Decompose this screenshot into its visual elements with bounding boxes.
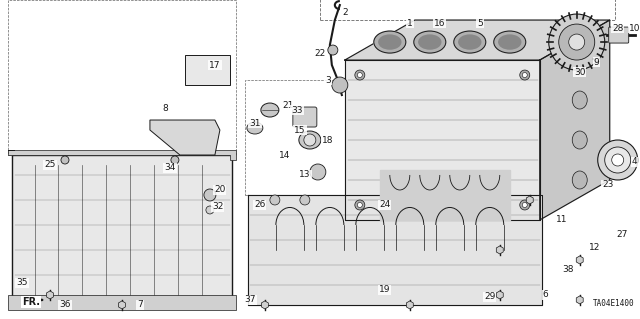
Text: 20: 20: [214, 185, 225, 195]
Text: 6: 6: [543, 290, 548, 300]
Circle shape: [204, 189, 216, 201]
Circle shape: [270, 195, 280, 205]
Circle shape: [612, 154, 624, 166]
Polygon shape: [540, 20, 610, 220]
Text: 33: 33: [291, 106, 303, 115]
Text: 34: 34: [164, 164, 175, 173]
Circle shape: [61, 156, 69, 164]
Text: 2: 2: [342, 8, 348, 17]
Circle shape: [569, 34, 585, 50]
Circle shape: [300, 195, 310, 205]
Circle shape: [522, 72, 527, 78]
Text: 28: 28: [612, 24, 623, 33]
Circle shape: [520, 70, 530, 80]
Text: 11: 11: [556, 215, 568, 225]
Ellipse shape: [374, 31, 406, 53]
Polygon shape: [248, 195, 541, 305]
Circle shape: [310, 164, 326, 180]
Text: 27: 27: [616, 230, 627, 240]
Ellipse shape: [247, 122, 263, 134]
Circle shape: [206, 206, 214, 214]
Text: 7: 7: [137, 300, 143, 309]
Polygon shape: [345, 60, 540, 220]
Text: 38: 38: [562, 265, 573, 274]
Circle shape: [520, 200, 530, 210]
Text: 14: 14: [279, 151, 291, 160]
Text: 19: 19: [379, 286, 390, 294]
Circle shape: [357, 72, 362, 78]
Text: 1: 1: [407, 19, 413, 27]
Text: 29: 29: [484, 293, 495, 301]
Text: 9: 9: [594, 57, 600, 67]
Circle shape: [605, 147, 630, 173]
Text: TA04E1400: TA04E1400: [593, 299, 635, 308]
Text: 25: 25: [44, 160, 56, 169]
Ellipse shape: [261, 103, 279, 117]
Ellipse shape: [379, 35, 401, 49]
Ellipse shape: [419, 35, 441, 49]
Text: 13: 13: [299, 170, 310, 180]
Circle shape: [171, 156, 179, 164]
Polygon shape: [12, 155, 232, 305]
Ellipse shape: [572, 171, 588, 189]
Text: 37: 37: [244, 295, 255, 304]
Text: 15: 15: [294, 125, 306, 135]
Circle shape: [304, 134, 316, 146]
Text: 16: 16: [434, 19, 445, 27]
Ellipse shape: [494, 31, 525, 53]
Circle shape: [357, 203, 362, 207]
Text: 12: 12: [589, 243, 600, 252]
Text: 36: 36: [60, 300, 70, 309]
Text: 23: 23: [602, 181, 613, 189]
Text: 5: 5: [477, 19, 483, 27]
Text: 10: 10: [629, 24, 640, 33]
Polygon shape: [345, 20, 610, 60]
Polygon shape: [380, 170, 510, 220]
FancyBboxPatch shape: [185, 55, 230, 85]
Circle shape: [328, 45, 338, 55]
Ellipse shape: [454, 31, 486, 53]
Text: 30: 30: [574, 68, 586, 77]
Text: 24: 24: [379, 200, 390, 210]
Circle shape: [355, 200, 365, 210]
Text: 17: 17: [209, 61, 221, 70]
Text: 35: 35: [16, 278, 28, 287]
Text: 8: 8: [162, 104, 168, 113]
Polygon shape: [8, 295, 236, 310]
Ellipse shape: [499, 35, 521, 49]
Text: 4: 4: [632, 158, 637, 167]
FancyBboxPatch shape: [293, 107, 317, 127]
Circle shape: [559, 24, 595, 60]
Text: 22: 22: [314, 48, 326, 57]
Circle shape: [522, 203, 527, 207]
FancyBboxPatch shape: [609, 27, 628, 43]
Text: 26: 26: [254, 200, 266, 210]
Text: 31: 31: [249, 119, 260, 128]
Ellipse shape: [572, 91, 588, 109]
Ellipse shape: [459, 35, 481, 49]
Text: 18: 18: [322, 136, 333, 145]
Text: 32: 32: [212, 203, 223, 211]
Circle shape: [355, 70, 365, 80]
Ellipse shape: [299, 131, 321, 149]
Text: 3: 3: [325, 76, 331, 85]
Circle shape: [548, 14, 605, 70]
Ellipse shape: [572, 131, 588, 149]
Circle shape: [598, 140, 637, 180]
Text: FR.: FR.: [22, 297, 40, 307]
Ellipse shape: [414, 31, 446, 53]
Polygon shape: [8, 150, 236, 160]
Circle shape: [332, 77, 348, 93]
Text: 21: 21: [282, 100, 294, 109]
Polygon shape: [150, 120, 220, 155]
